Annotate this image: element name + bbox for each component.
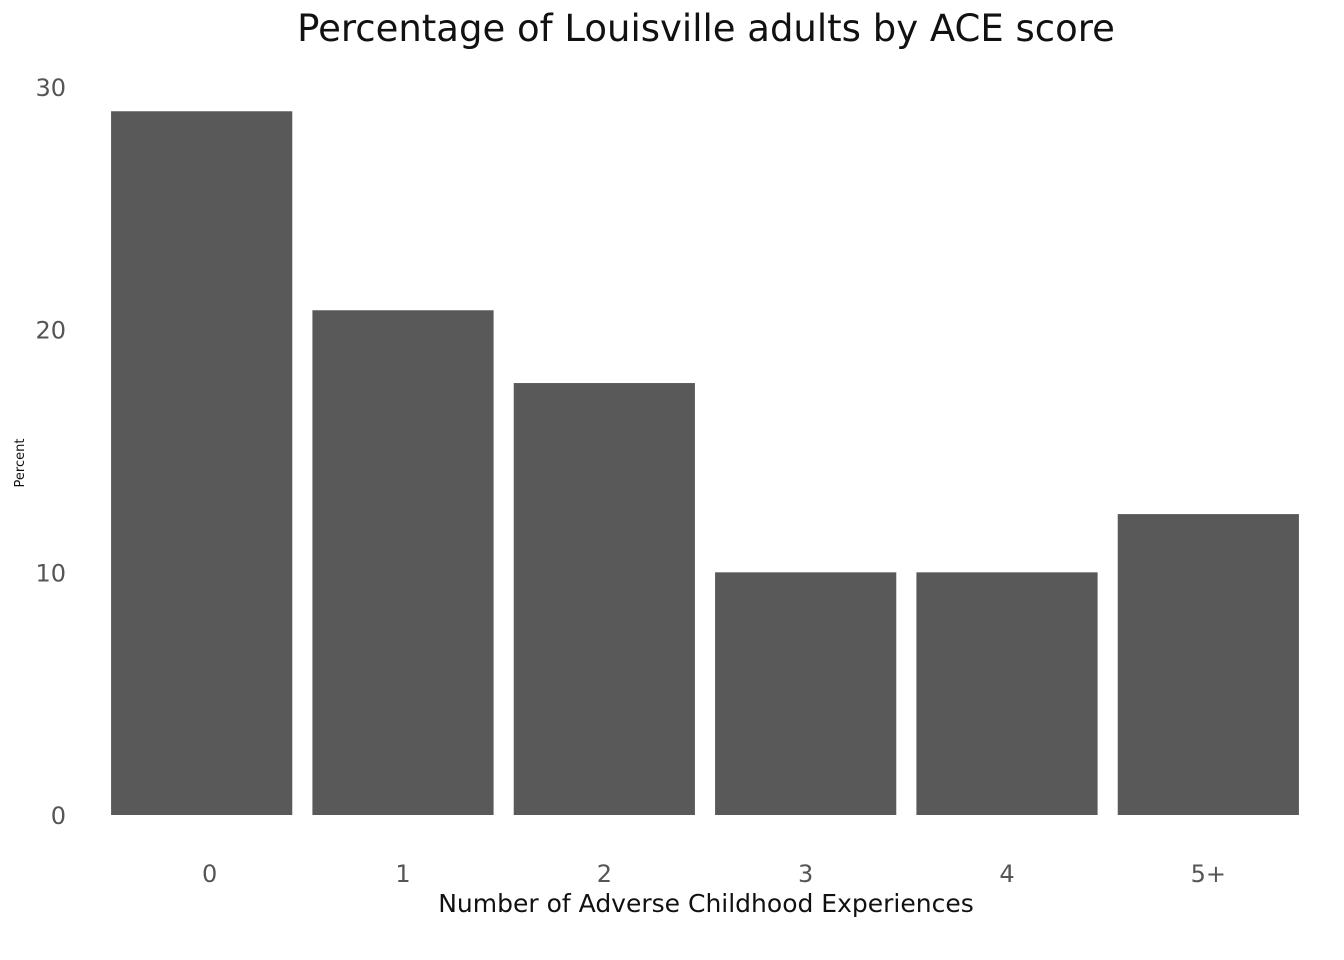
x-tick-label: 5+ <box>1191 860 1226 888</box>
x-tick-label: 4 <box>999 860 1014 888</box>
y-tick-label: 30 <box>35 74 66 102</box>
x-tick-label: 1 <box>395 860 410 888</box>
x-axis-label: Number of Adverse Childhood Experiences <box>438 889 974 918</box>
x-tick-label: 3 <box>798 860 813 888</box>
bars <box>111 111 1299 816</box>
y-tick-label: 20 <box>35 317 66 345</box>
y-tick-label: 10 <box>35 559 66 587</box>
x-tick-label: 2 <box>597 860 612 888</box>
bar-2 <box>513 383 695 815</box>
y-axis-label: Percent <box>13 439 28 488</box>
bar-1 <box>312 310 494 815</box>
bar-3 <box>715 572 897 815</box>
bar-4 <box>916 572 1098 815</box>
x-tick-label: 0 <box>202 860 217 888</box>
bar-5plus <box>1117 514 1299 815</box>
bar-0 <box>111 111 293 816</box>
y-tick-label: 0 <box>51 802 66 830</box>
x-axis-ticks: 0 1 2 3 4 5+ <box>202 860 1226 888</box>
y-axis-ticks: 0 10 20 30 <box>35 74 66 830</box>
chart-title: Percentage of Louisville adults by ACE s… <box>297 7 1115 50</box>
